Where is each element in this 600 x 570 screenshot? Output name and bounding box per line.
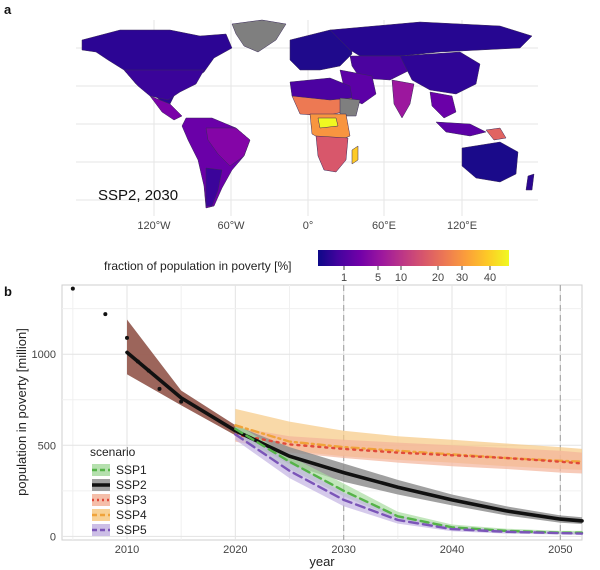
y-tick-labels: 0 500 1000 [32,349,56,543]
new-zealand [525,173,535,191]
x-tick-labels: 2010 2020 2030 2040 2050 [115,544,573,556]
legend-key-band [92,494,110,506]
x-tick-label: 2010 [115,544,139,556]
legend-label-ssp3: SSP3 [116,493,147,507]
band-ssp3 [235,427,583,474]
mexico [149,95,183,121]
longitude-ticks: 120°W 60°W 0° 60°E 120°E [137,220,477,232]
legend-label-ssp2: SSP2 [116,478,147,492]
colorbar: fraction of population in poverty [%] 1 5… [104,250,509,284]
x-tick-label: 2020 [223,544,247,556]
historical-point [146,368,151,373]
panel-a-label: a [4,2,12,17]
colorbar-tick-label: 1 [341,272,347,284]
greenland [231,19,287,53]
map-annotation: SSP2, 2030 [98,187,178,204]
x-tick-label: 2040 [440,544,464,556]
lon-tick: 120°E [447,220,477,232]
lon-tick: 60°E [372,220,396,232]
y-tick-label: 1000 [32,349,56,361]
historical-point [70,286,75,291]
colorbar-title: fraction of population in poverty [%] [104,259,291,273]
usa [123,69,205,101]
y-tick-label: 0 [50,531,56,543]
historical-point [157,386,162,391]
lon-tick: 120°W [137,220,171,232]
band-ssp5 [235,427,583,535]
y-tick-label: 500 [38,440,56,452]
russia [329,21,533,57]
indonesia [435,121,487,137]
historical-points [70,286,184,404]
historical-point [179,399,184,404]
legend-label-ssp4: SSP4 [116,508,147,522]
colorbar-tick-label: 20 [432,272,444,284]
colorbar-ticks: 1 5 10 20 30 40 [341,266,496,284]
line-ssp3 [234,433,584,465]
australia [461,141,519,183]
plot-area [61,284,583,541]
legend-label-ssp5: SSP5 [116,523,147,537]
x-axis-title: year [309,554,335,569]
line-ssp5 [234,433,584,535]
brazil [205,127,251,167]
legend-label-ssp1: SSP1 [116,463,147,477]
historical-point [103,312,108,317]
x-tick-label: 2030 [331,544,355,556]
drc [317,117,339,129]
colorbar-bar [318,250,509,266]
argentina [205,167,223,207]
madagascar [351,145,359,165]
horn-of-africa [339,97,361,117]
series-lines [125,350,584,535]
historical-point [125,335,129,340]
png [485,127,507,141]
colorbar-tick-label: 30 [456,272,468,284]
lon-tick: 60°W [217,220,245,232]
countries [81,19,535,209]
panel-b-label: b [4,284,12,299]
colorbar-tick-label: 10 [395,272,407,284]
legend-title: scenario [90,445,136,459]
world-map: SSP2, 2030 120°W 60°W 0° 60°E 120°E [76,19,538,232]
india [391,79,415,119]
x-tick-label: 2050 [548,544,572,556]
colorbar-tick-label: 5 [375,272,381,284]
china [399,51,481,95]
southern-africa [315,135,349,173]
line-ssp2 [125,350,584,523]
y-axis-title: population in poverty [million] [14,328,29,496]
historical-point [135,359,140,364]
poverty-line-chart: 2010 2020 2030 2040 2050 0 500 1000 year popul… [14,284,584,569]
colorbar-tick-label: 40 [484,272,496,284]
se-asia [429,91,457,119]
lon-tick: 0° [303,220,314,232]
